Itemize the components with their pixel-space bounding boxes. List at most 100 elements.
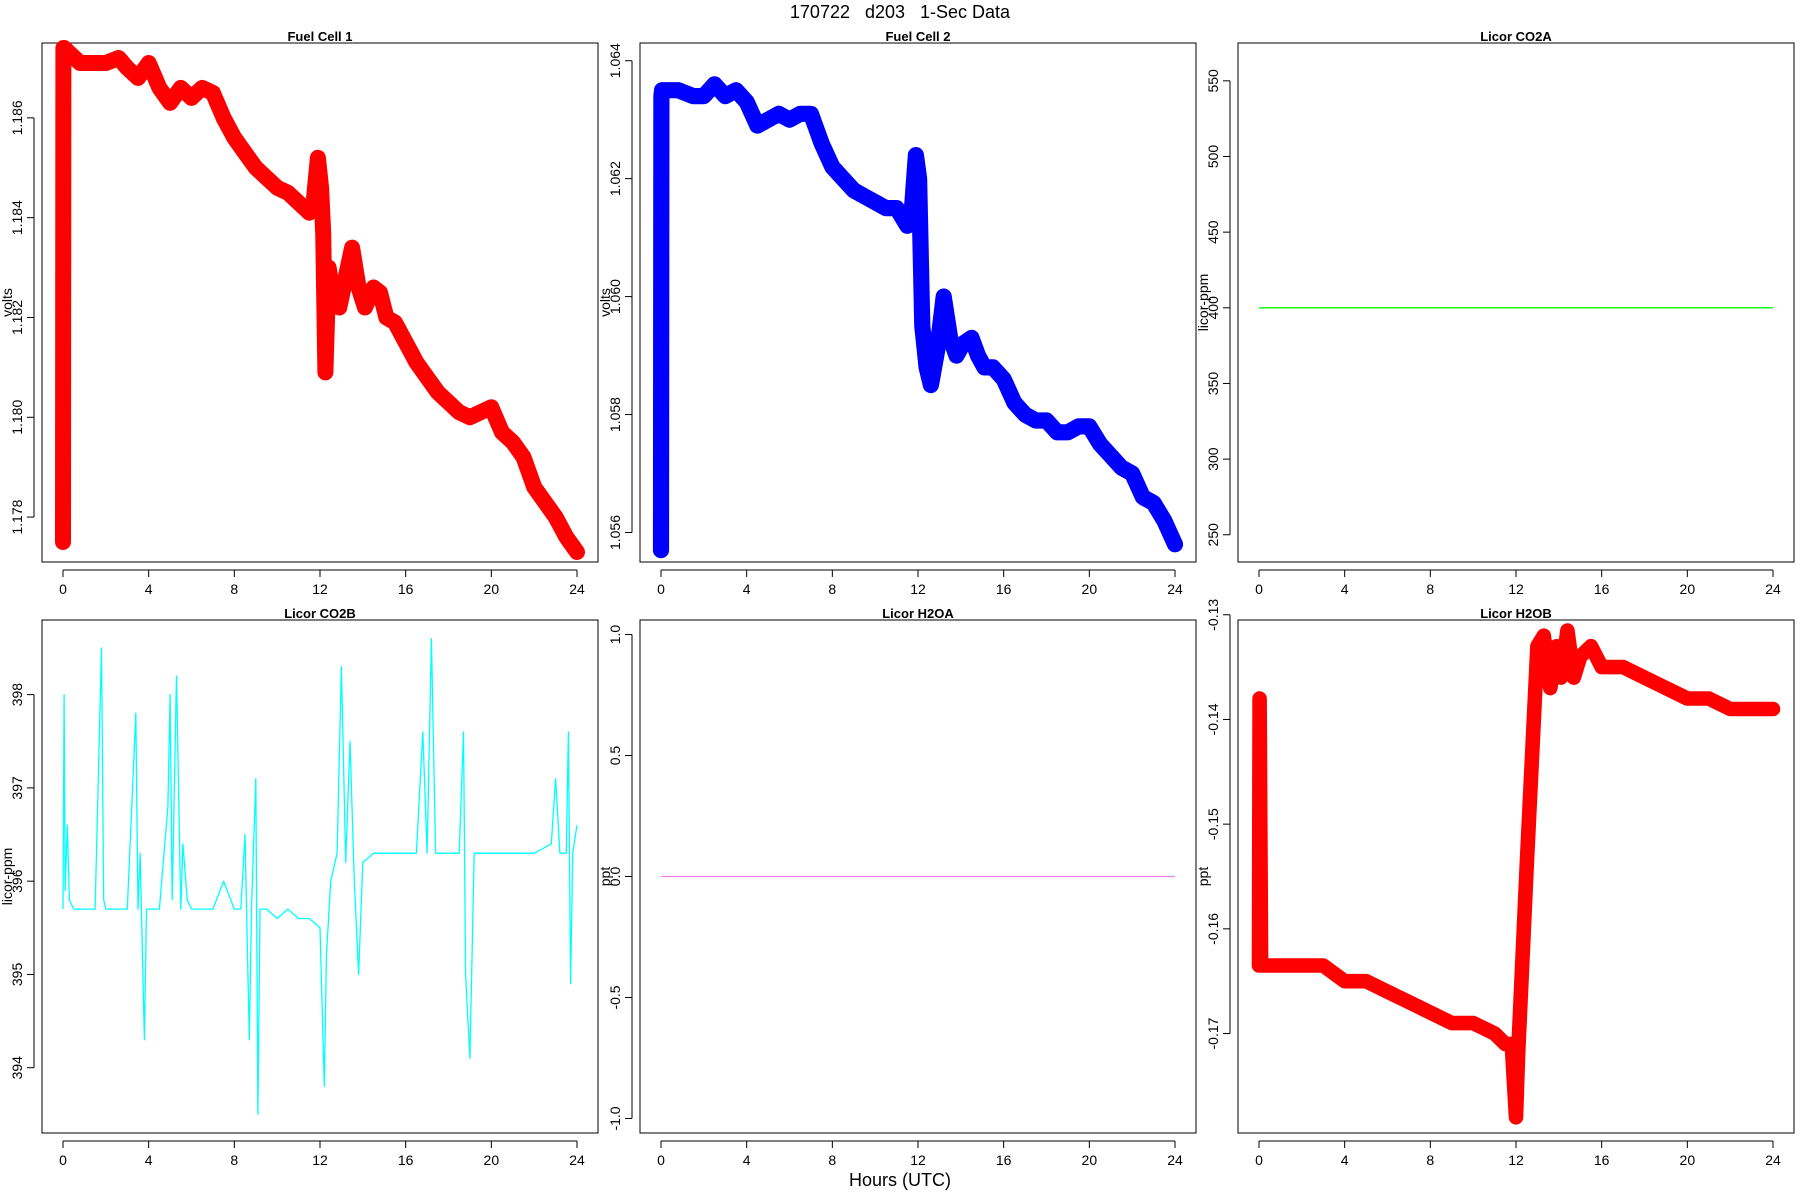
x-tick-label: 4 [145,1152,153,1168]
x-tick-label: 8 [230,1152,238,1168]
x-tick-label: 0 [657,1152,665,1168]
y-tick-label: 1.056 [607,515,623,550]
x-tick-label: 8 [828,1152,836,1168]
y-tick-label: 394 [9,1056,25,1080]
panel-title: Fuel Cell 1 [287,29,352,44]
series-line-1 [62,47,578,553]
x-tick-label: 0 [657,581,665,597]
x-tick-label: 4 [1341,1152,1349,1168]
x-tick-label: 16 [996,1152,1012,1168]
series-band-1 [55,40,585,560]
x-tick-label: 0 [1255,1152,1263,1168]
y-axis-label: ppt [1195,867,1211,887]
y-axis-label: volts [0,288,15,317]
plot-frame [639,619,1197,1134]
x-tick-label: 8 [828,581,836,597]
x-tick-label: 12 [910,581,926,597]
x-tick-label: 12 [1508,1152,1524,1168]
x-tick-label: 24 [1765,1152,1781,1168]
y-tick-label: 0.5 [607,746,623,766]
panel-title: Licor H2OB [1480,606,1552,621]
panel-title: Fuel Cell 2 [885,29,950,44]
y-tick-label: 397 [9,776,25,800]
x-tick-label: 16 [398,581,414,597]
x-tick-label: 20 [484,581,500,597]
y-tick-label: 500 [1205,145,1221,169]
y-tick-label: 1.182 [9,300,25,335]
y-tick-label: -0.17 [1205,1017,1221,1049]
x-axis-label: Hours (UTC) [849,1170,951,1190]
y-tick-label: 450 [1205,220,1221,244]
x-tick-label: 20 [1082,1152,1098,1168]
y-tick-label: 1.184 [9,200,25,235]
x-tick-label: 0 [1255,581,1263,597]
x-tick-label: 16 [398,1152,414,1168]
y-tick-label: 398 [9,683,25,707]
x-tick-label: 4 [743,581,751,597]
y-tick-label: 1.0 [607,625,623,645]
y-tick-label: 1.186 [9,100,25,135]
x-tick-label: 16 [1594,581,1610,597]
y-tick-label: -0.15 [1205,808,1221,840]
x-tick-label: 4 [743,1152,751,1168]
panel-title: Licor H2OA [882,606,954,621]
plot-frame [41,619,599,1134]
series-band-1 [652,76,1184,559]
figure-title: 170722 d203 1-Sec Data [789,2,1011,22]
y-tick-label: 1.058 [607,397,623,432]
y-tick-label: 396 [9,869,25,893]
y-tick-label: 395 [9,963,25,987]
chart-panel-2: Fuel Cell 2 0 4 8 12 16 20 24 1.056 1.058 1.060 1.0… [597,29,1197,597]
y-tick-label: 1.180 [9,400,25,435]
y-axis-label: volts [597,288,613,317]
y-tick-label: 1.064 [607,43,623,78]
x-tick-label: 4 [1341,581,1349,597]
y-axis-label: licor-ppm [1195,274,1211,332]
series-line-1 [660,83,1176,551]
chart-panel-5: Licor H2OA 0 4 8 12 16 20 24 -1.0 -0.5 0.0 0.5 1.0 pp… [597,606,1197,1168]
y-tick-label: 250 [1205,523,1221,547]
x-tick-label: 24 [1765,581,1781,597]
y-tick-label: 0.0 [607,867,623,887]
x-tick-label: 12 [1508,581,1524,597]
y-tick-label: -0.5 [607,985,623,1009]
x-tick-label: 16 [996,581,1012,597]
y-tick-label: 300 [1205,447,1221,471]
x-tick-label: 20 [1680,1152,1696,1168]
x-tick-label: 24 [569,1152,585,1168]
x-tick-label: 8 [1426,1152,1434,1168]
x-tick-label: 12 [910,1152,926,1168]
y-axis-label: licor-ppm [0,848,15,906]
chart-panel-4: Licor CO2B 0 4 8 12 16 20 24 394 395 396 397 398 lico… [0,606,599,1168]
x-tick-label: 12 [312,581,328,597]
panel-title: Licor CO2A [1480,29,1552,44]
x-tick-label: 4 [145,581,153,597]
y-tick-label: -1.0 [607,1106,623,1130]
x-tick-label: 8 [1426,581,1434,597]
x-tick-label: 24 [1167,1152,1183,1168]
series-line-1 [62,638,578,1115]
y-axis-label: ppt [597,867,613,887]
y-tick-label: 1.178 [9,499,25,534]
x-tick-label: 20 [1082,581,1098,597]
plot-frame [1237,42,1795,563]
y-tick-label: 400 [1205,296,1221,320]
y-tick-label: 1.062 [607,161,623,196]
chart-panel-6: Licor H2OB 0 4 8 12 16 20 24 -0.17 -0.16 -0.15 -0.1… [1195,599,1795,1168]
panel-title: Licor CO2B [284,606,356,621]
x-tick-label: 8 [230,581,238,597]
chart-panel-3: Licor CO2A 0 4 8 12 16 20 24 250 300 350 400 450 500 5… [1195,29,1795,597]
y-tick-label: 350 [1205,372,1221,396]
x-tick-label: 20 [484,1152,500,1168]
y-tick-label: 550 [1205,69,1221,93]
series-line-1 [1258,629,1773,1118]
x-tick-label: 12 [312,1152,328,1168]
plot-frame [41,42,599,563]
y-tick-label: -0.13 [1205,599,1221,631]
y-tick-label: -0.14 [1205,703,1221,735]
x-tick-label: 16 [1594,1152,1610,1168]
y-tick-label: 1.060 [607,279,623,314]
x-tick-label: 0 [59,581,67,597]
x-tick-label: 0 [59,1152,67,1168]
